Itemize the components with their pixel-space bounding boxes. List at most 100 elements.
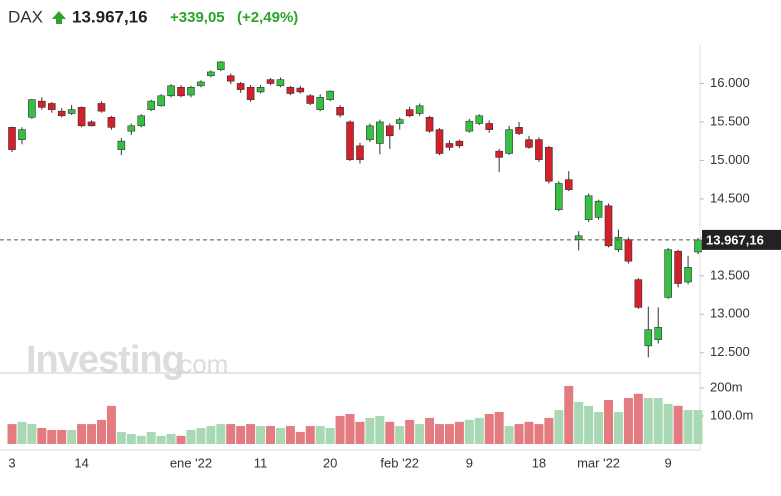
up-arrow (52, 11, 66, 24)
candle-body (137, 115, 146, 127)
candle-body (77, 107, 86, 127)
current-label: 13.967,16 (706, 232, 764, 247)
volume-bar (365, 417, 375, 444)
candle-body (117, 140, 126, 150)
candle-body (226, 75, 235, 82)
candle-body (654, 327, 663, 340)
volume-bar (315, 426, 325, 444)
candle-body (157, 95, 165, 107)
volume-bar (216, 424, 226, 444)
candle-body (147, 100, 155, 110)
volume-bar (57, 429, 67, 444)
volume-bar (47, 429, 57, 444)
volume-bar (544, 417, 554, 444)
volume-bar (613, 412, 623, 444)
x-tick-label: 9 (466, 455, 473, 470)
candle-body (207, 71, 215, 77)
volume-bar (136, 435, 146, 444)
volume-bar (643, 398, 653, 444)
candle-body (405, 109, 414, 117)
volume-bar (17, 421, 27, 444)
candle-body (545, 147, 553, 182)
candle-body (644, 329, 653, 347)
index-name: DAX (8, 7, 43, 26)
candle-body (376, 121, 384, 144)
candle-body (97, 103, 106, 112)
candle-body (316, 97, 325, 110)
candle-body (177, 87, 185, 97)
candle-body (67, 109, 76, 114)
volume-bar (584, 405, 594, 444)
volume-bar (126, 433, 136, 444)
candle-body (87, 121, 96, 127)
candle-body (624, 239, 633, 262)
x-tick-label: 3 (8, 455, 15, 470)
candle-body (326, 90, 334, 100)
candle-body (246, 87, 255, 100)
volume-bar (355, 421, 365, 444)
volume-bar (37, 428, 47, 444)
volume-bar (335, 415, 345, 444)
volume-bar (305, 426, 315, 444)
volume-bar (77, 424, 87, 444)
volume-bar (653, 398, 663, 444)
candle-body (296, 87, 305, 93)
volume-bar (375, 415, 385, 444)
candle-body (356, 145, 364, 160)
x-tick-label: 14 (74, 455, 88, 470)
volume-bar (524, 421, 534, 444)
price: 13.967,16 (72, 7, 148, 26)
candle-body (465, 120, 474, 132)
volume-bar (594, 412, 604, 444)
candle-body (455, 140, 464, 147)
volume-bar (395, 426, 405, 444)
volume-bar (186, 429, 196, 444)
volume-bar (633, 393, 643, 444)
candle-body (614, 237, 623, 250)
volume-bar (7, 424, 17, 444)
candle-body (57, 110, 66, 117)
volume-bar (464, 419, 474, 444)
candle-body (435, 129, 444, 154)
candle-body (336, 107, 344, 116)
volume-bar (196, 428, 206, 444)
candle-body (266, 79, 275, 84)
candle-body (8, 127, 16, 150)
volume-bar (275, 428, 285, 444)
volume-bar (295, 431, 305, 444)
candle-body (475, 115, 484, 124)
volume-bar (564, 385, 574, 444)
volume-bar (256, 426, 266, 444)
volume-bar (663, 403, 673, 444)
volume-bar (554, 410, 564, 444)
candle-body (28, 99, 36, 118)
candle-body (535, 139, 543, 160)
y-tick-label: 16.000 (710, 75, 750, 90)
y-tick-label: 13.500 (710, 267, 750, 282)
volume-bar (444, 424, 454, 444)
volume-bar (693, 410, 703, 444)
volume-bar (415, 424, 425, 444)
volume-bar (345, 413, 355, 444)
candle-body (694, 239, 702, 253)
candle-body (366, 125, 374, 140)
volume-bar (494, 412, 504, 444)
candle-body (415, 105, 424, 114)
candle-body (385, 125, 394, 137)
volume-bar (474, 417, 484, 444)
volume-bar (246, 424, 256, 444)
candle-body (187, 87, 195, 96)
volume-bar (405, 419, 415, 444)
candle-body (346, 121, 354, 160)
candle-body (276, 79, 285, 87)
candle-body (286, 87, 295, 94)
y-tick-label: 14.500 (710, 190, 750, 205)
candle-body (445, 143, 454, 148)
change-pct: (+2,49%) (237, 9, 298, 26)
change: +339,05 (170, 9, 225, 26)
volume-bar (96, 419, 106, 444)
y-tick-label: 15.000 (710, 152, 750, 167)
volume-bar (106, 405, 116, 444)
v-tick-label: 200m (710, 379, 743, 394)
x-tick-label: feb '22 (380, 455, 419, 470)
